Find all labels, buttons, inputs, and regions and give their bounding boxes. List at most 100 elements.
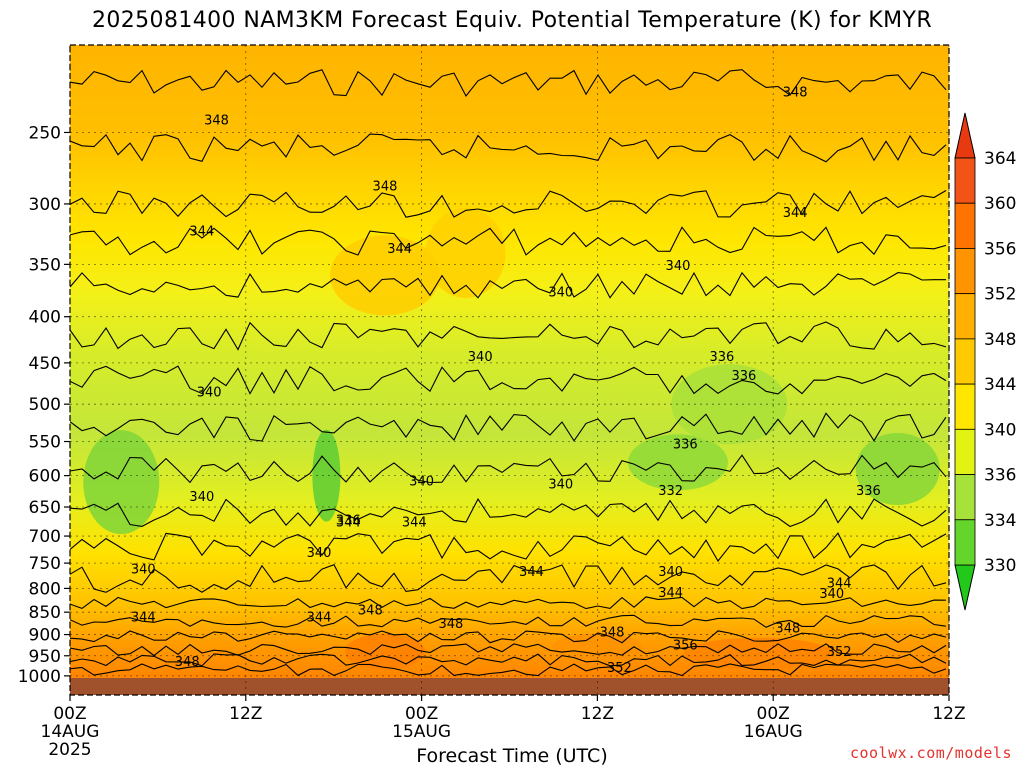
colorbar-swatch (954, 157, 976, 204)
colorbar-swatch (954, 202, 976, 249)
contour-label: 344 (783, 206, 808, 221)
contour-line (70, 643, 947, 657)
y-tick-label: 900 (29, 626, 61, 646)
contour-label: 336 (336, 514, 361, 529)
y-tick-label: 950 (29, 647, 61, 667)
contour-label: 336 (710, 350, 735, 365)
y-tick-label: 800 (29, 579, 61, 599)
contour-label: 344 (519, 565, 544, 580)
y-tick-label: 600 (29, 467, 61, 487)
plot-frame (69, 44, 950, 696)
contour-line (70, 564, 947, 593)
field-background (70, 45, 949, 695)
x-tick-label: 00Z (405, 704, 438, 724)
colorbar-label: 336 (984, 466, 1016, 486)
contour-label: 344 (336, 515, 361, 530)
contour-label: 340 (548, 286, 573, 301)
colorbar-swatch (954, 293, 976, 340)
field-blob (312, 429, 341, 522)
colorbar-label: 348 (984, 330, 1016, 350)
contour-label: 348 (438, 617, 463, 632)
x-tick-date: 14AUG (41, 722, 100, 742)
x-axis-label: Forecast Time (UTC) (416, 745, 608, 767)
contour-line (70, 365, 947, 395)
contour-label: 348 (175, 655, 200, 670)
field-blob (627, 434, 728, 491)
x-tick-date: 16AUG (744, 722, 803, 742)
y-tick-label: 400 (29, 308, 61, 328)
x-tick-label: 00Z (757, 704, 790, 724)
y-tick-label: 300 (29, 195, 61, 215)
colorbar-label: 356 (984, 239, 1016, 259)
x-tick-year: 2025 (48, 740, 91, 760)
contour-line (70, 454, 947, 484)
contour-label: 344 (189, 224, 214, 239)
surface-terrain (70, 678, 949, 695)
colorbar-label: 352 (984, 285, 1016, 305)
colorbar-label: 360 (984, 194, 1016, 214)
contour-line (70, 532, 947, 562)
y-tick-label: 250 (29, 123, 61, 143)
contour-line (70, 69, 947, 98)
contour-line (70, 226, 947, 256)
field-blob (855, 433, 940, 506)
colorbar-bottom-arrow (954, 564, 976, 611)
colorbar-top-arrow (954, 112, 976, 159)
contour-label: 348 (775, 621, 800, 636)
field-blob (683, 637, 834, 670)
colorbar-swatch (954, 474, 976, 521)
x-tick-label: 00Z (53, 704, 86, 724)
contour-line (70, 498, 947, 528)
contour-line (70, 271, 946, 299)
colorbar-swatch (954, 383, 976, 430)
contour-label: 340 (666, 259, 691, 274)
colorbar-label: 340 (984, 420, 1016, 440)
y-tick-label: 700 (29, 527, 61, 547)
contour-line (70, 630, 947, 644)
colorbar-swatch (954, 519, 976, 566)
contour-label: 332 (658, 484, 683, 499)
contour-label: 352 (827, 645, 852, 660)
contour-label: 344 (658, 586, 683, 601)
contour-label: 336 (856, 484, 881, 499)
site-credit[interactable]: coolwx.com/models (849, 744, 1012, 762)
y-tick-label: 550 (29, 433, 61, 453)
x-tick-date: 15AUG (392, 722, 451, 742)
contour-label: 348 (358, 603, 383, 618)
colorbar-swatch (954, 338, 976, 385)
contour-line (70, 596, 947, 610)
contour-line (70, 321, 947, 351)
colorbar-label: 334 (984, 511, 1016, 531)
contour-label: 348 (600, 626, 625, 641)
colorbar-label: 364 (984, 149, 1016, 169)
contour-label: 340 (131, 562, 156, 577)
contour-line (70, 190, 947, 218)
field-blob (425, 207, 506, 298)
y-tick-label: 350 (29, 255, 61, 275)
contour-label: 348 (204, 114, 229, 129)
contour-label: 336 (673, 438, 698, 453)
contour-label: 356 (673, 639, 698, 654)
x-tick-label: 12Z (581, 704, 614, 724)
y-tick-label: 850 (29, 603, 61, 623)
y-tick-label: 750 (29, 554, 61, 574)
colorbar-label: 330 (984, 556, 1016, 576)
contour-label: 340 (189, 490, 214, 505)
contour-label: 344 (402, 515, 427, 530)
field-blob (671, 364, 788, 445)
y-tick-label: 450 (29, 354, 61, 374)
contour-label: 340 (307, 546, 332, 561)
contour-label: 352 (607, 661, 632, 676)
contour-label: 340 (409, 474, 434, 489)
contour-label: 340 (468, 350, 493, 365)
contour-label: 340 (819, 587, 844, 602)
contour-line (70, 412, 947, 442)
contour-label: 340 (197, 385, 222, 400)
x-tick-label: 12Z (229, 704, 262, 724)
contour-line (70, 133, 947, 163)
contour-label: 344 (827, 576, 852, 591)
contour-label: 344 (131, 610, 156, 625)
x-tick-label: 12Z (932, 704, 965, 724)
field-blob (83, 430, 160, 535)
